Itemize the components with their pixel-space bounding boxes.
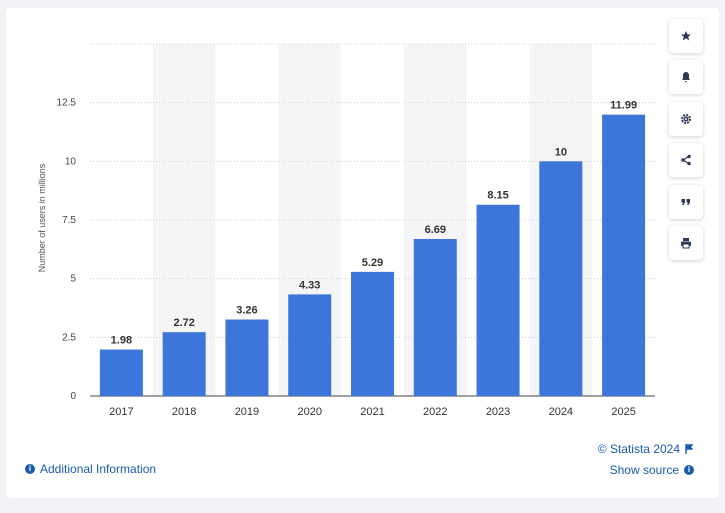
y-tick-label: 12.5 [57,98,77,109]
credit-text: © Statista 2024 [597,442,680,456]
value-label: 10 [555,146,567,158]
value-label: 3.26 [236,304,257,316]
x-tick-label: 2023 [486,406,510,418]
share-button[interactable] [669,143,703,177]
value-label: 6.69 [425,224,446,236]
additional-information-link[interactable]: i Additional Information [25,462,156,476]
share-icon [681,154,691,166]
print-button[interactable] [669,226,703,260]
bell-icon [682,72,690,82]
gear-icon [681,114,691,124]
value-label: 5.29 [362,257,383,269]
x-tick-label: 2018 [172,406,196,418]
bar-2023[interactable] [476,204,520,396]
bar-2019[interactable] [225,319,269,396]
y-tick-label: 5 [70,274,76,285]
value-label: 8.15 [487,190,508,202]
cite-button[interactable] [669,185,703,219]
star-icon [681,31,691,41]
y-tick-label: 10 [65,156,77,167]
value-label: 1.98 [111,335,132,347]
show-source-link[interactable]: Show source i [610,463,694,477]
x-tick-label: 2021 [360,406,384,418]
y-axis-label: Number of users in millions [37,163,47,272]
bar-2021[interactable] [351,271,394,396]
value-label: 2.72 [173,317,194,329]
bar-2020[interactable] [288,294,332,396]
x-tick-label: 2019 [235,406,259,418]
value-label: 11.99 [610,100,637,112]
favorite-button[interactable] [669,19,703,53]
flag-icon [685,444,693,454]
chart-card [6,8,719,498]
value-label: 4.33 [299,279,320,291]
notification-button[interactable] [669,60,703,94]
x-tick-label: 2022 [423,406,447,418]
x-tick-label: 2017 [109,406,133,418]
x-tick-label: 2020 [297,406,321,418]
quote-icon [681,199,690,205]
print-icon [681,238,691,249]
bar-2018[interactable] [162,332,206,396]
bar-2017[interactable] [99,349,143,396]
bar-2024[interactable] [539,161,583,396]
x-tick-label: 2025 [611,406,635,418]
x-tick-label: 2024 [549,406,573,418]
y-tick-label: 2.5 [62,332,76,343]
additional-info-text: Additional Information [40,462,157,476]
statista-credit[interactable]: © Statista 2024 [598,442,693,456]
show-source-text: Show source [609,463,679,477]
bar-2025[interactable] [602,114,646,396]
settings-button[interactable] [669,102,703,136]
y-tick-label: 0 [70,391,76,402]
y-tick-label: 7.5 [62,215,76,226]
info-icon: i [684,465,694,475]
info-icon: i [25,464,35,474]
bar-2022[interactable] [413,239,457,396]
